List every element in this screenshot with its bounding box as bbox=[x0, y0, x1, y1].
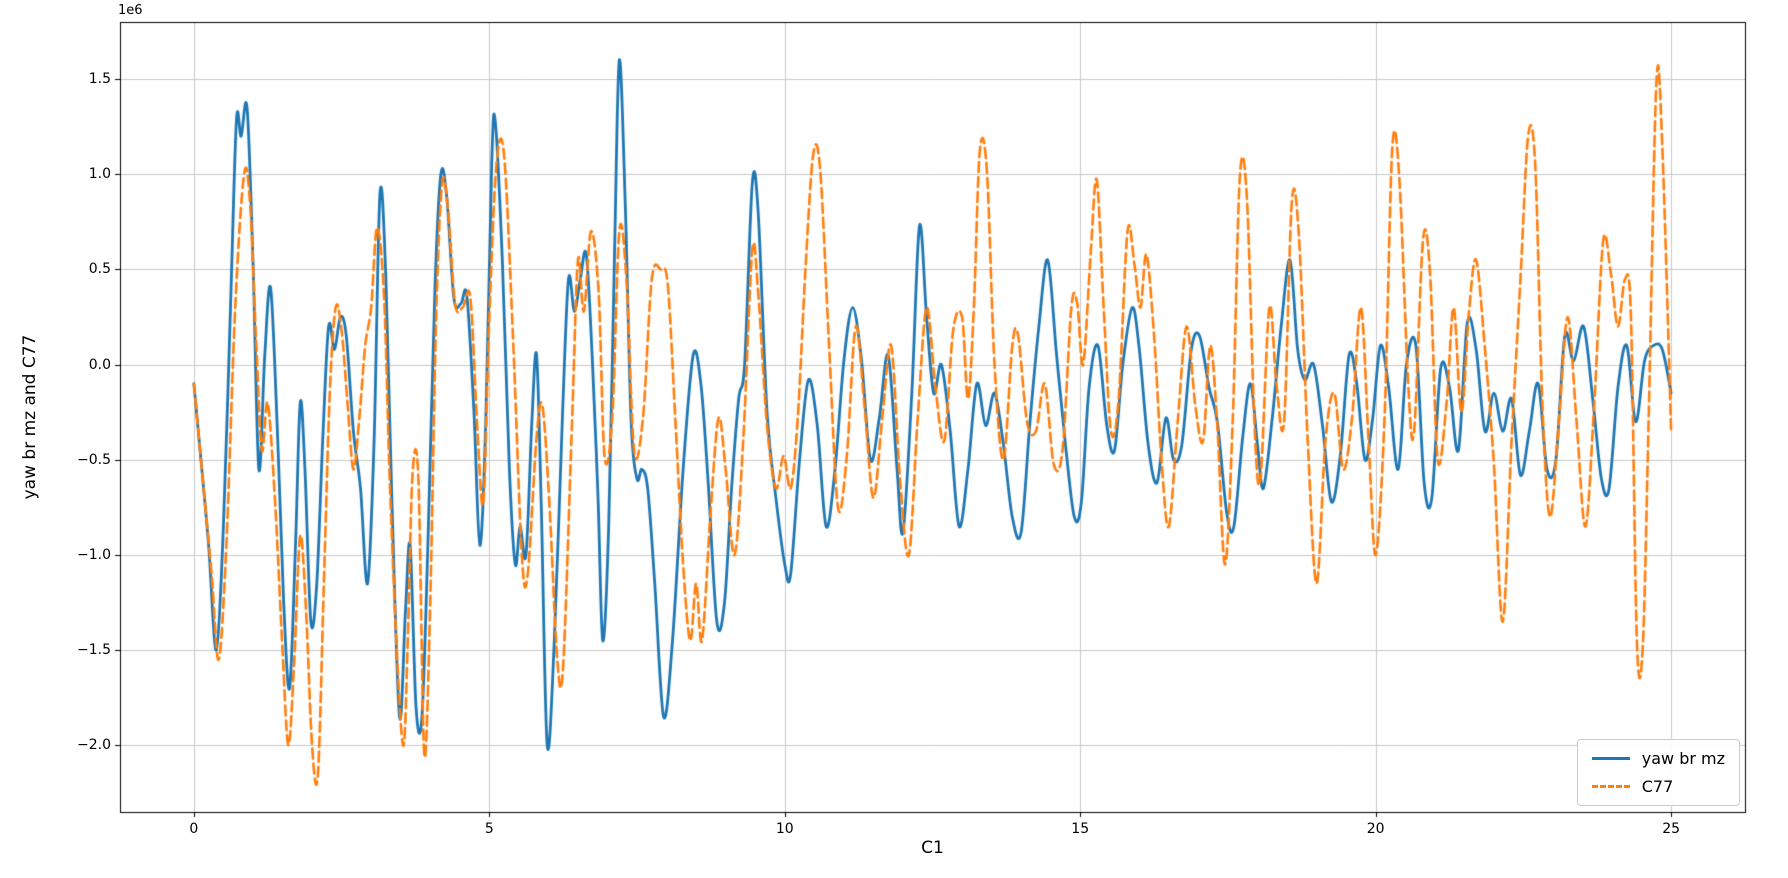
y-tick-label: −0.5 bbox=[77, 451, 111, 468]
y-axis-offset-text: 1e6 bbox=[118, 3, 143, 18]
x-tick-label: 5 bbox=[484, 821, 494, 837]
x-tick-label: 25 bbox=[1662, 821, 1681, 837]
y-tick-label: −1.0 bbox=[77, 547, 111, 563]
x-tick-label: 0 bbox=[189, 821, 199, 837]
x-tick-label: 10 bbox=[775, 821, 794, 837]
y-tick-label: 1.5 bbox=[88, 71, 111, 88]
x-tick-label: 20 bbox=[1366, 821, 1385, 837]
y-tick-label: 0.5 bbox=[88, 261, 111, 278]
y-tick-label: −2.0 bbox=[77, 737, 111, 754]
legend-line-sample-solid bbox=[1591, 757, 1630, 760]
legend-item: yaw br mz bbox=[1591, 749, 1725, 768]
x-axis-label: C1 bbox=[921, 838, 944, 858]
legend: yaw br mz C77 bbox=[1576, 739, 1740, 806]
legend-label: yaw br mz bbox=[1641, 749, 1725, 768]
y-tick-label: 0.0 bbox=[88, 356, 111, 373]
legend-item: C77 bbox=[1591, 777, 1725, 796]
legend-line-sample-dashed bbox=[1591, 785, 1630, 788]
y-tick-label: −1.5 bbox=[77, 642, 111, 659]
y-axis-label: yaw br mz and C77 bbox=[20, 334, 40, 500]
x-tick-label: 15 bbox=[1071, 821, 1090, 837]
y-tick-label: 1.0 bbox=[88, 166, 111, 183]
legend-label: C77 bbox=[1641, 777, 1674, 796]
